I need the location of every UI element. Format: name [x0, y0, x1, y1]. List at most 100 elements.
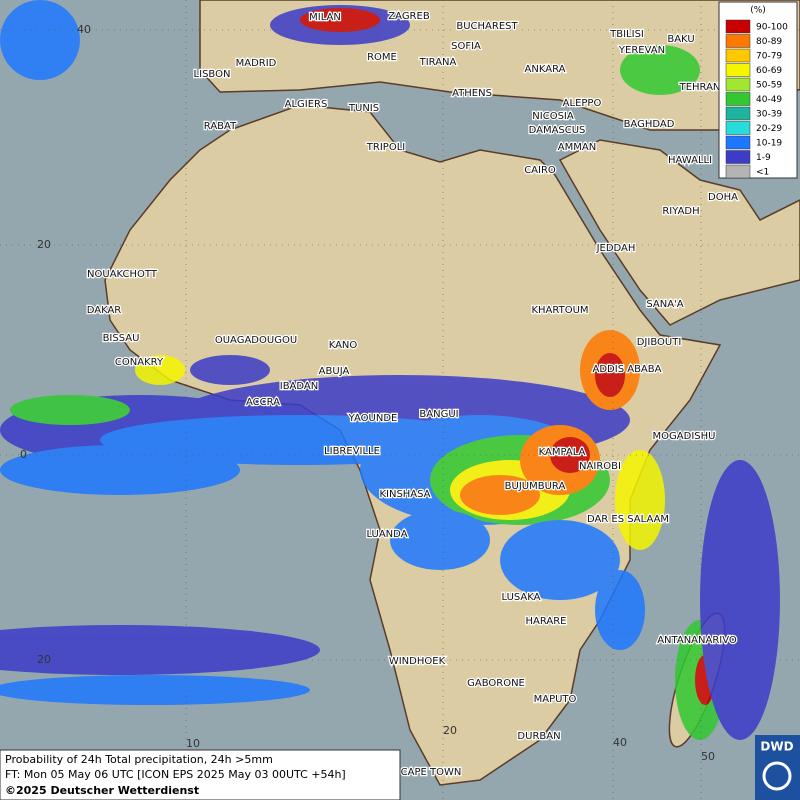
city-label: ANTANANARIVO [657, 635, 737, 646]
legend-swatch [725, 63, 751, 77]
city-label: NAIROBI [579, 461, 621, 472]
info-box [0, 749, 401, 800]
credit: ©2025 Deutscher Wetterdienst [5, 784, 199, 797]
city-label: TBILISI [609, 29, 644, 40]
rain-area [135, 355, 185, 385]
city-label: CAPE TOWN [401, 767, 462, 778]
rain-area [595, 353, 625, 397]
city-label: SOFIA [451, 41, 481, 52]
legend-label: 40-49 [756, 95, 782, 105]
city-label: IBADAN [280, 381, 319, 392]
city-label: SANA'A [646, 299, 683, 310]
city-label: RABAT [204, 121, 237, 132]
legend-swatch [725, 121, 751, 135]
logo-icon [762, 761, 792, 791]
city-label: KAMPALA [539, 447, 586, 458]
title: Probability of 24h Total precipitation, … [5, 753, 273, 766]
city-label: ANKARA [525, 64, 566, 75]
rain-area [390, 510, 490, 570]
precipitation [0, 0, 780, 740]
grid-label: 40 [613, 736, 627, 749]
city-label: MAPUTO [534, 694, 577, 705]
city-label: CAIRO [524, 165, 556, 176]
city-label: LUANDA [366, 529, 407, 540]
legend-swatch [725, 34, 751, 48]
legend-label: 60-69 [756, 66, 782, 76]
legend-swatch [725, 106, 751, 121]
city-label: ROME [367, 52, 397, 63]
rain-area [615, 450, 665, 550]
city-label: TRIPOLI [366, 142, 405, 153]
legend-swatch [725, 92, 751, 106]
legend-label: 1-9 [756, 153, 771, 163]
legend-swatch [725, 77, 751, 92]
rain-area [460, 475, 540, 515]
city-label: BANGUI [419, 409, 458, 420]
city-label: MOGADISHU [653, 431, 716, 442]
city-label: KINSHASA [379, 489, 430, 500]
city-label: BAGHDAD [624, 119, 675, 130]
grid-label: 0 [20, 448, 27, 461]
city-label: HAWALLI [668, 155, 712, 166]
city-label: JEDDAH [596, 243, 636, 254]
legend-label: 70-79 [756, 52, 782, 62]
legend-swatch [725, 48, 751, 63]
city-label: AMMAN [558, 142, 596, 153]
city-label: MILAN [309, 12, 341, 23]
logo-text: DWD [760, 740, 793, 754]
city-label: BUCHAREST [456, 21, 518, 32]
legend-swatch [725, 164, 751, 179]
legend-label: 30-39 [756, 110, 782, 120]
city-label: DOHA [708, 192, 738, 203]
city-label: WINDHOEK [389, 656, 446, 667]
city-label: KANO [329, 340, 358, 351]
city-label: TEHRAN [679, 82, 721, 93]
rain-area [0, 0, 80, 80]
city-label: TIRANA [419, 57, 457, 68]
city-label: DAR ES SALAAM [587, 514, 669, 525]
city-label: YAOUNDE [348, 413, 398, 424]
legend-label: 20-29 [756, 124, 782, 134]
city-label: DAMASCUS [529, 125, 586, 136]
rain-area [10, 395, 130, 425]
city-label: OUAGADOUGOU [215, 335, 297, 346]
rain-area [595, 570, 645, 650]
rain-area [0, 625, 320, 675]
city-label: BUJUMBURA [505, 481, 566, 492]
city-label: DAKAR [87, 305, 122, 316]
city-label: GABORONE [467, 678, 525, 689]
city-label: MADRID [236, 58, 277, 69]
city-label: ALGIERS [285, 99, 328, 110]
legend-swatch [725, 150, 751, 164]
rain-area [500, 520, 620, 600]
forecast: FT: Mon 05 May 06 UTC [ICON EPS 2025 May… [5, 768, 346, 781]
city-label: HARARE [525, 616, 566, 627]
rain-area [190, 355, 270, 385]
city-label: NOUAKCHOTT [87, 269, 158, 280]
city-label: ACCRA [246, 397, 280, 408]
city-label: LISBON [194, 69, 231, 80]
legend-label: 10-19 [756, 139, 782, 149]
legend-swatch [725, 135, 751, 150]
grid-label: 20 [37, 653, 51, 666]
grid-label: 20 [443, 724, 457, 737]
city-label: KHARTOUM [531, 305, 588, 316]
legend-label: 50-59 [756, 81, 782, 91]
city-label: ALEPPO [563, 98, 602, 109]
grid-label: 50 [701, 750, 715, 763]
legend-swatch [725, 19, 751, 34]
rain-area [620, 45, 700, 95]
legend-label: 80-89 [756, 37, 782, 47]
city-label: ABUJA [319, 366, 350, 377]
city-label: LIBREVILLE [324, 446, 380, 457]
rain-area [300, 8, 380, 32]
city-label: DURBAN [517, 731, 560, 742]
city-label: DJIBOUTI [637, 337, 682, 348]
city-label: YEREVAN [618, 45, 665, 56]
grid-label: 40 [77, 23, 91, 36]
city-label: TUNIS [348, 103, 379, 114]
city-label: BAKU [667, 34, 694, 45]
legend: (%) 90-100 80-89 70-79 60-69 50-59 40-49 30-39… [718, 1, 798, 179]
